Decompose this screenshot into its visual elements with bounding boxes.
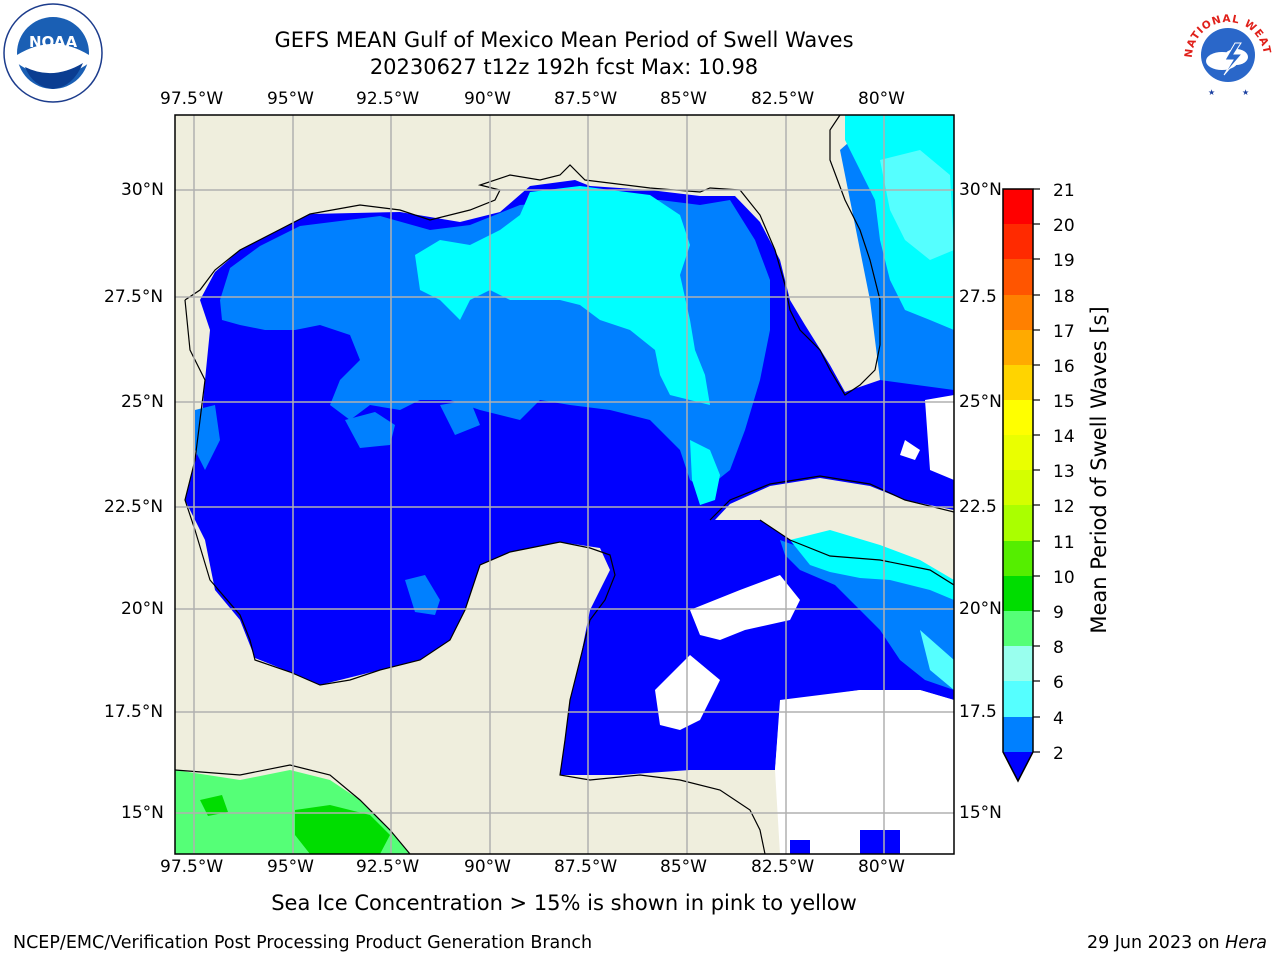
- credit-text: NCEP/EMC/Verification Post Processing Pr…: [13, 933, 593, 953]
- date-text: 29 Jun 2023 on: [1086, 933, 1226, 953]
- lon-label-top: 95°W: [267, 89, 314, 109]
- lat-label-right: 22.5: [959, 497, 997, 517]
- lat-label-right: 27.5: [959, 287, 997, 307]
- colorbar-tick: 4: [1053, 709, 1064, 729]
- colorbar-label: Mean Period of Swell Waves [s]: [1087, 306, 1111, 633]
- lat-label-left: 27.5°N: [104, 287, 164, 307]
- colorbar-tick: 6: [1053, 673, 1064, 693]
- lon-label-bottom: 90°W: [464, 857, 511, 877]
- lon-label-bottom: 92.5°W: [356, 857, 420, 877]
- lon-label-top: 97.5°W: [160, 89, 224, 109]
- swell-band-2-4s-south: [405, 575, 440, 615]
- lon-label-bottom: 97.5°W: [160, 857, 224, 877]
- colorbar-tick: 14: [1053, 427, 1075, 447]
- lat-label-right: 30°N: [959, 180, 1002, 200]
- map-grid: [175, 115, 954, 854]
- colorbar-tick: 15: [1053, 392, 1075, 412]
- colorbar-tick: 16: [1053, 357, 1075, 377]
- colorbar-tick: 9: [1053, 603, 1064, 623]
- colorbar: 21 20 19 18 17 16 15 14 13 12 11 10 9 8 …: [1002, 181, 1111, 783]
- map-frame: [174, 114, 955, 855]
- map-subtitle: 20230627 t12z 192h fcst Max: 10.98: [369, 55, 759, 79]
- lon-label-bottom: 80°W: [858, 857, 905, 877]
- sea-ice-note: Sea Ice Concentration > 15% is shown in …: [271, 891, 857, 915]
- swell-band-6-8s-atlantic: [880, 150, 954, 690]
- noaa-logo-icon: NOAA: [3, 3, 103, 107]
- lat-label-left: 20°N: [121, 599, 164, 619]
- colorbar-tick: 10: [1053, 568, 1075, 588]
- lat-label-left: 22.5°N: [104, 497, 164, 517]
- lat-label-left: 17.5°N: [104, 702, 164, 722]
- colorbar-tick: 20: [1053, 216, 1075, 236]
- colorbar-tick: 8: [1053, 638, 1064, 658]
- svg-text:★: ★: [1242, 88, 1249, 97]
- swell-patch-southeast: [860, 830, 900, 854]
- lon-label-bottom: 95°W: [267, 857, 314, 877]
- lon-label-top: 85°W: [660, 89, 707, 109]
- lon-label-top: 80°W: [858, 89, 905, 109]
- colorbar-tick: 13: [1053, 462, 1075, 482]
- swell-band-4-6s-strip: [690, 440, 720, 505]
- lon-label-top: 90°W: [464, 89, 511, 109]
- nws-logo-icon: NATIONAL WEATHER SERVICE ★ ★: [1173, 0, 1278, 107]
- colorbar-tick: 19: [1053, 251, 1075, 271]
- lat-label-left: 15°N: [121, 803, 164, 823]
- lon-label-top: 82.5°W: [751, 89, 815, 109]
- colorbar-tick: 17: [1053, 322, 1075, 342]
- machine-name: Hera: [1225, 933, 1267, 953]
- colorbar-tick: 11: [1053, 533, 1075, 553]
- swell-band-2-4s-central: [345, 400, 480, 448]
- lat-label-right: 15°N: [959, 803, 1002, 823]
- lat-label-left: 25°N: [121, 392, 164, 412]
- lon-label-top: 92.5°W: [356, 89, 420, 109]
- colorbar-tick: 2: [1053, 744, 1064, 764]
- lat-label-right: 25°N: [959, 392, 1002, 412]
- colorbar-tick: 12: [1053, 497, 1075, 517]
- swell-patch-south: [790, 840, 810, 854]
- lat-label-left: 30°N: [121, 180, 164, 200]
- lon-label-bottom: 85°W: [660, 857, 707, 877]
- lon-label-bottom: 87.5°W: [554, 857, 618, 877]
- lon-label-top: 87.5°W: [554, 89, 618, 109]
- swell-band-2-4s-west: [195, 405, 220, 470]
- pacific-band-10-11s: [200, 795, 390, 854]
- noaa-logo-text: NOAA: [29, 33, 78, 51]
- lat-label-right: 20°N: [959, 599, 1002, 619]
- svg-text:★: ★: [1208, 88, 1215, 97]
- no-data-region-south: [655, 655, 954, 854]
- swell-band-4-6s: [415, 186, 710, 405]
- map-title: GEFS MEAN Gulf of Mexico Mean Period of …: [274, 28, 854, 52]
- date-stamp: 29 Jun 2023 on Hera: [1087, 933, 1267, 953]
- colorbar-tick: 18: [1053, 287, 1075, 307]
- no-data-region-east: [900, 395, 954, 480]
- lat-label-right: 17.5: [959, 702, 997, 722]
- lon-label-bottom: 82.5°W: [751, 857, 815, 877]
- no-data-region-caribbean: [690, 575, 800, 640]
- colorbar-tick: 21: [1053, 181, 1075, 201]
- swell-band-4-6s-caribbean: [790, 530, 954, 600]
